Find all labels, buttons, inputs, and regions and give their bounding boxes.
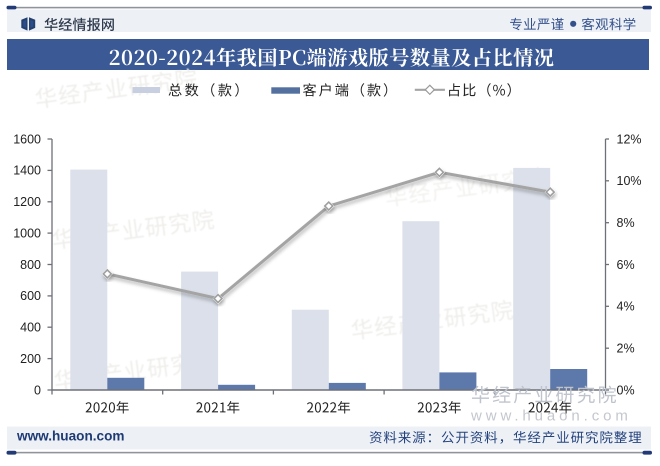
svg-text:1200: 1200 [13, 195, 41, 209]
svg-text:0: 0 [34, 383, 41, 397]
svg-text:12%: 12% [617, 132, 642, 146]
svg-text:1000: 1000 [13, 226, 41, 240]
svg-text:4%: 4% [617, 300, 635, 314]
svg-text:1400: 1400 [13, 164, 41, 178]
svg-text:8%: 8% [617, 216, 635, 230]
svg-text:200: 200 [20, 352, 41, 366]
svg-text:600: 600 [20, 289, 41, 303]
svg-text:1600: 1600 [13, 132, 41, 146]
svg-text:800: 800 [20, 258, 41, 272]
svg-text:10%: 10% [617, 174, 642, 188]
svg-text:www.huaon.com: www.huaon.com [470, 407, 632, 424]
svg-text:2%: 2% [617, 342, 635, 356]
svg-text:400: 400 [20, 321, 41, 335]
svg-text:0%: 0% [617, 383, 635, 397]
svg-text:6%: 6% [617, 258, 635, 272]
svg-text:www.huaon.com: www.huaon.com [16, 429, 125, 444]
